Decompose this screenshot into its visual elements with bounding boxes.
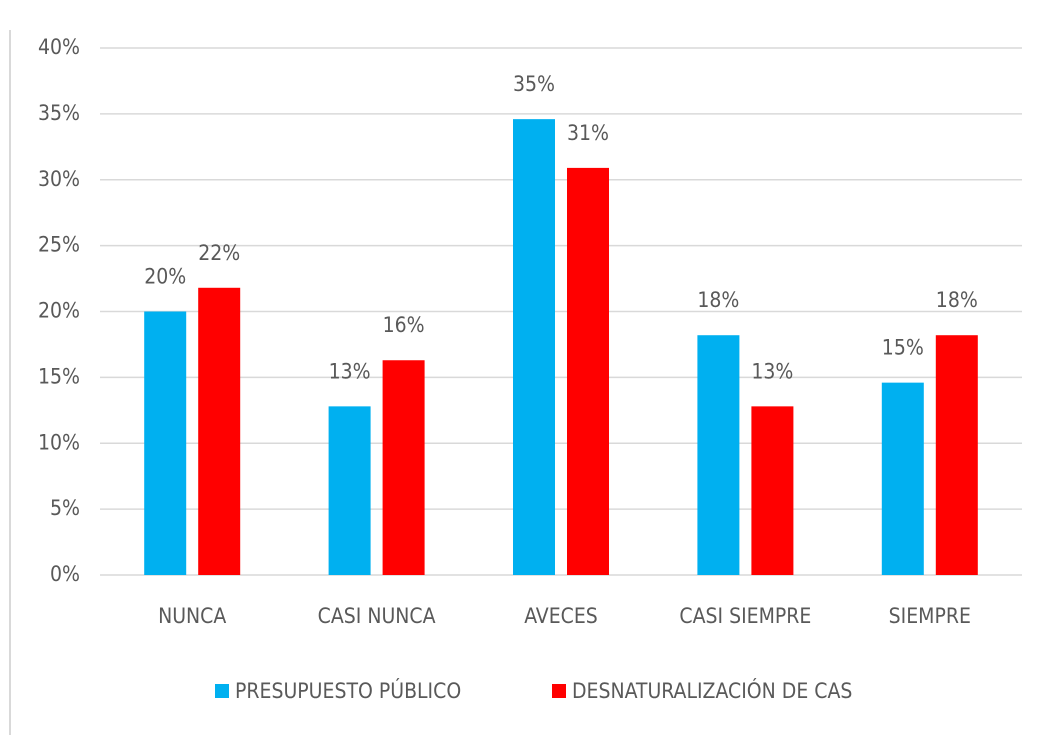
data-label: 35% <box>513 72 555 96</box>
x-tick-label: CASI NUNCA <box>318 604 436 628</box>
data-label: 22% <box>198 241 240 265</box>
bar <box>697 335 740 575</box>
y-tick-label: 0% <box>50 562 80 586</box>
data-label: 15% <box>882 336 924 360</box>
data-label: 16% <box>383 313 425 337</box>
bar <box>513 119 555 576</box>
bar <box>144 311 187 575</box>
data-label: 18% <box>936 288 978 312</box>
y-tick-label: 5% <box>50 496 80 520</box>
y-tick-label: 10% <box>38 430 80 454</box>
data-label: 20% <box>144 265 186 289</box>
data-label: 13% <box>751 359 793 383</box>
x-tick-label: NUNCA <box>158 604 226 628</box>
bar <box>935 335 978 575</box>
bar <box>328 406 371 575</box>
data-label: 31% <box>567 121 609 145</box>
data-label: 13% <box>329 359 371 383</box>
bar <box>881 382 924 575</box>
y-tick-label: 30% <box>38 167 80 191</box>
data-label: 18% <box>697 288 739 312</box>
y-tick-label: 35% <box>38 101 80 125</box>
y-tick-label: 15% <box>38 364 80 388</box>
legend-label: DESNATURALIZACIÓN DE CAS <box>572 678 852 703</box>
bar <box>382 360 425 575</box>
legend-label: PRESUPUESTO PÚBLICO <box>235 678 461 703</box>
bar <box>567 167 609 575</box>
y-tick-label: 40% <box>38 35 80 59</box>
bar <box>751 406 794 575</box>
x-tick-label: CASI SIEMPRE <box>679 604 811 628</box>
legend-swatch <box>215 684 229 698</box>
x-tick-label: AVECES <box>524 604 598 628</box>
legend-swatch <box>552 684 566 698</box>
x-tick-label: SIEMPRE <box>889 604 971 628</box>
bar <box>198 287 241 575</box>
y-tick-label: 25% <box>38 233 80 257</box>
y-tick-label: 20% <box>38 299 80 323</box>
